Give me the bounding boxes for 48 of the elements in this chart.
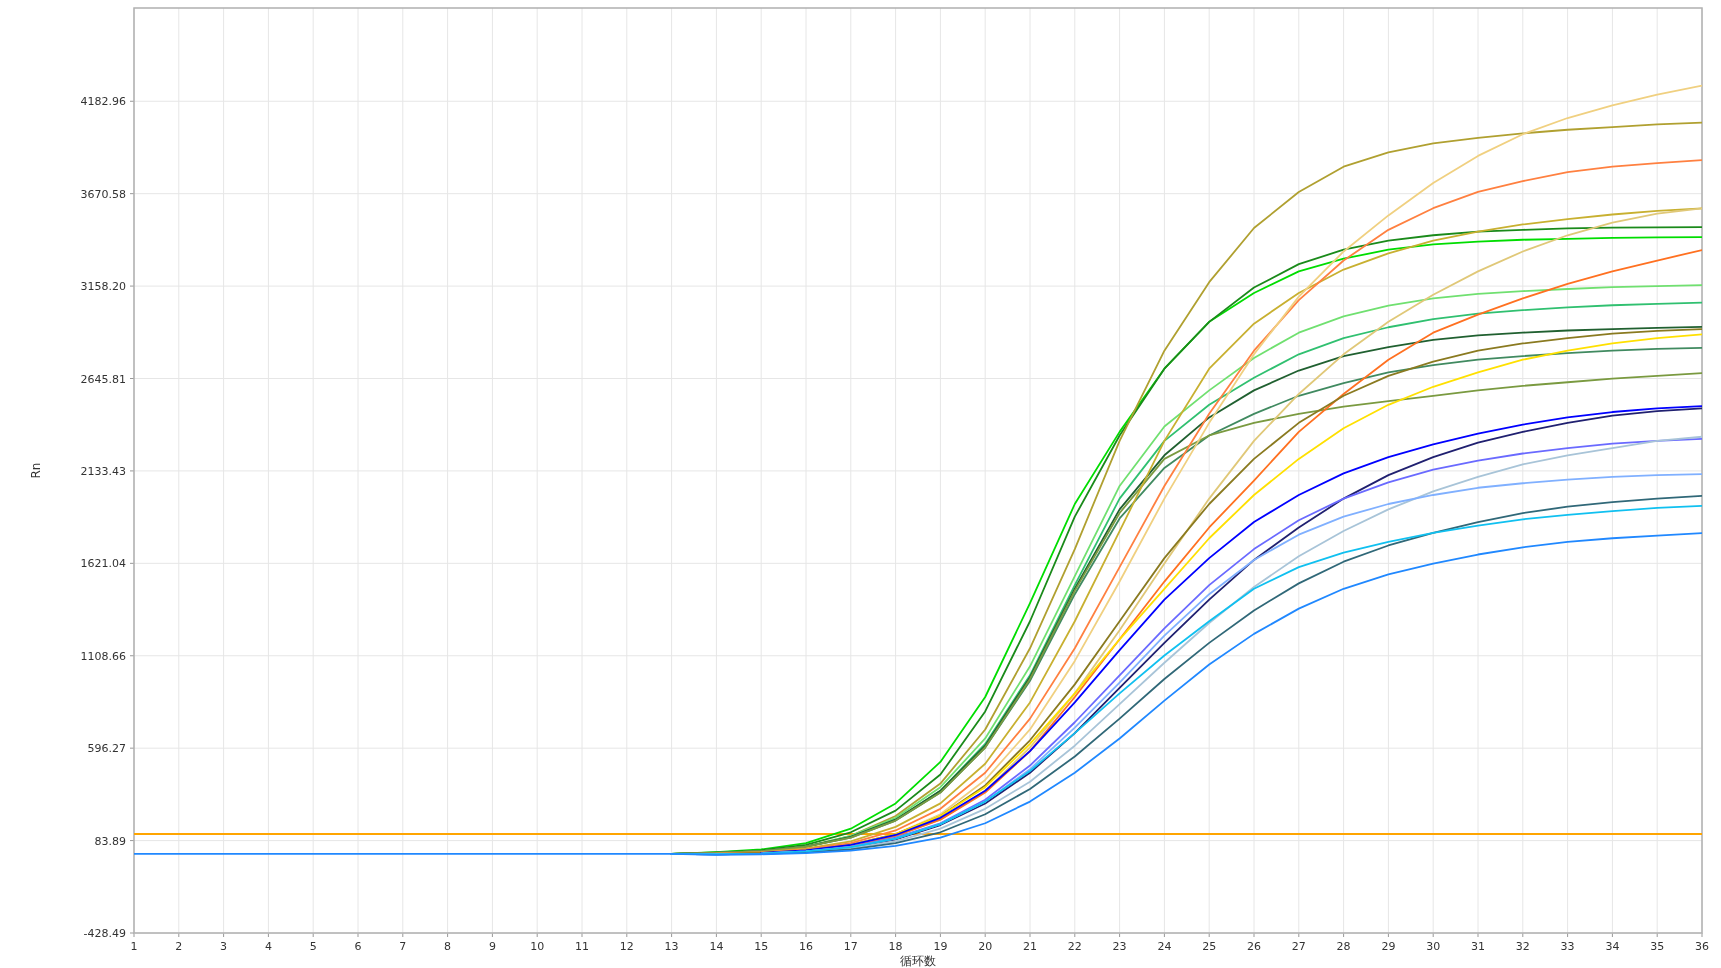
x-tick-label: 26 [1247, 940, 1261, 953]
x-tick-label: 29 [1381, 940, 1396, 953]
x-tick-label: 11 [575, 940, 589, 953]
x-tick-label: 18 [888, 940, 903, 953]
x-tick-label: 23 [1112, 940, 1127, 953]
x-tick-label: 30 [1426, 940, 1441, 953]
y-tick-label: 2133.43 [80, 464, 126, 478]
y-tick-label: 3670.58 [80, 187, 126, 201]
x-tick-label: 7 [399, 940, 407, 953]
x-tick-label: 14 [709, 940, 724, 953]
x-tick-label: 9 [488, 940, 496, 953]
x-tick-label: 16 [799, 940, 813, 953]
y-tick-label: 1621.04 [80, 557, 126, 571]
y-tick-label: 4182.96 [80, 95, 126, 109]
x-tick-label: 1 [130, 940, 138, 953]
x-tick-label: 10 [530, 940, 545, 953]
x-tick-label: 31 [1471, 940, 1485, 953]
x-tick-label: 25 [1202, 940, 1217, 953]
x-tick-label: 36 [1695, 940, 1709, 953]
y-axis-title: Rn [29, 462, 43, 479]
y-tick-label: -428.49 [83, 927, 126, 940]
x-tick-label: 6 [354, 940, 362, 953]
y-tick-label: 2645.81 [80, 372, 126, 386]
x-tick-label: 15 [754, 940, 769, 953]
x-tick-label: 32 [1515, 940, 1530, 953]
x-tick-label: 5 [309, 940, 317, 953]
x-tick-label: 21 [1023, 940, 1037, 953]
x-tick-label: 8 [444, 940, 452, 953]
x-tick-label: 17 [843, 940, 858, 953]
x-tick-label: 28 [1336, 940, 1351, 953]
x-tick-label: 22 [1067, 940, 1082, 953]
x-tick-label: 34 [1605, 940, 1620, 953]
x-tick-label: 4 [264, 940, 272, 953]
x-tick-label: 13 [664, 940, 679, 953]
y-tick-label: 3158.20 [80, 280, 126, 294]
x-tick-label: 3 [220, 940, 228, 953]
y-tick-label: 83.89 [94, 834, 126, 848]
y-tick-label: 1108.66 [80, 649, 126, 663]
x-tick-label: 27 [1291, 940, 1306, 953]
y-tick-label: 596.27 [87, 742, 126, 756]
x-tick-label: 24 [1157, 940, 1172, 953]
x-tick-label: 20 [978, 940, 993, 953]
x-tick-label: 33 [1560, 940, 1575, 953]
x-tick-label: 35 [1650, 940, 1665, 953]
x-axis-title: 循环数 [900, 954, 936, 968]
x-tick-label: 2 [175, 940, 183, 953]
x-tick-label: 19 [933, 940, 948, 953]
x-tick-label: 12 [619, 940, 634, 953]
